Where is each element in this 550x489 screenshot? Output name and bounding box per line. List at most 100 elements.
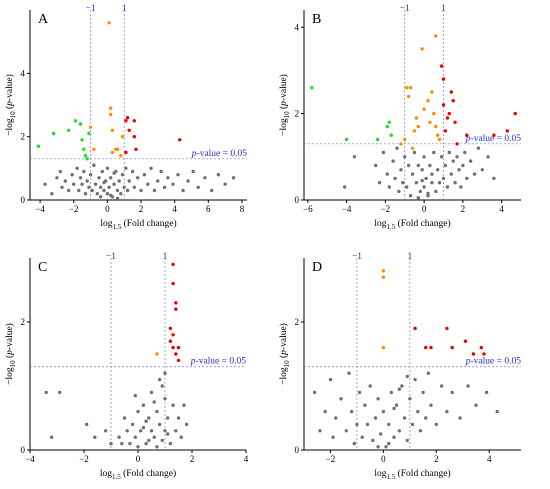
data-point-gray [182,403,186,407]
data-point-red [132,135,136,139]
data-point-red [465,133,469,137]
y-tick-label: 0 [295,445,300,455]
x-tick-label: 2 [434,454,439,464]
data-point-red [171,281,175,286]
data-point-gray [445,409,449,414]
data-point-gray [381,409,386,414]
data-point-green [36,144,41,148]
data-point-gray [450,390,454,395]
data-point-gray [163,371,167,375]
data-point-red [439,64,444,68]
data-point-gray [181,188,185,193]
x-tick-label: 0 [422,204,427,214]
pvalue-label: p-value = 0.05 [465,357,521,367]
data-point-red [505,129,510,133]
data-point-gray [133,393,137,398]
data-point-red [127,128,131,132]
data-point-gray [363,403,367,407]
data-point-gray [312,390,317,395]
data-point-gray [78,176,83,180]
data-point-red [124,150,128,155]
data-point-gray [389,390,393,395]
data-point-gray [451,159,455,163]
data-point-red [174,301,178,305]
data-point-gray [377,181,382,185]
data-point-gray [149,429,154,433]
data-point-gray [162,185,167,189]
data-point-gray [127,179,131,183]
data-point-gray [416,409,420,414]
data-point-gray [136,409,140,414]
y-axis-title: −log10 (p-value) [278,74,291,136]
data-point-gray [141,403,146,407]
data-point-red [171,262,175,267]
data-point-gray [174,429,178,433]
data-point-green [85,157,89,161]
data-point-red [463,339,468,343]
y-tick-label: 2 [21,317,26,327]
data-point-gray [144,441,148,446]
x-tick-label: −6 [303,204,313,214]
data-point-orange [88,125,93,129]
data-point-green [389,133,393,137]
data-point-gray [418,429,423,433]
data-point-gray [160,438,164,443]
data-point-gray [368,384,372,388]
data-point-orange [408,86,413,90]
data-point-gray [157,422,162,427]
data-point-gray [144,419,148,423]
data-point-gray [410,172,415,176]
data-point-gray [430,172,434,176]
data-point-gray [418,189,422,194]
data-point-gray [459,185,463,189]
data-point-red [441,77,446,81]
data-point-gray [381,150,386,155]
data-point-orange [110,128,115,132]
data-point-gray [125,429,129,433]
data-point-gray [103,429,108,433]
data-point-orange [109,112,113,117]
data-point-gray [376,397,380,401]
data-point-gray [392,406,396,411]
data-point-orange [92,147,96,151]
data-point-gray [412,150,417,155]
data-point-gray [373,416,378,420]
fold-threshold-label: −1 [86,4,96,14]
data-point-gray [120,173,125,177]
data-point-gray [136,445,140,449]
x-tick-label: 0 [381,454,386,464]
data-point-gray [393,176,397,181]
data-point-orange [426,99,430,103]
data-point-gray [112,171,116,175]
data-point-gray [102,180,106,185]
x-tick-label: 2 [461,204,466,214]
data-point-gray [72,182,76,186]
data-point-gray [77,188,81,193]
data-point-gray [357,390,362,395]
data-point-gray [399,168,403,172]
data-point-gray [119,192,123,196]
data-point-gray [429,403,433,407]
data-point-gray [159,169,163,174]
data-point-gray [95,192,100,196]
data-point-red [168,339,173,343]
data-point-gray [384,445,388,449]
data-point-gray [152,188,157,193]
fold-threshold-label: −1 [106,252,116,262]
data-point-gray [403,155,407,159]
data-point-gray [458,416,462,420]
data-point-red [455,142,459,146]
data-point-red [447,111,451,116]
data-point-gray [397,387,401,391]
data-point-gray [136,176,140,180]
x-tick-label: −2 [79,454,89,464]
data-point-gray [400,384,404,388]
data-point-red [174,352,178,356]
data-point-orange [406,94,411,99]
data-point-gray [331,435,335,439]
data-point-red [445,326,449,331]
x-axis-title: log1.5 (Fold change) [100,468,176,481]
x-tick-label: −4 [25,454,35,464]
data-point-gray [410,422,415,427]
